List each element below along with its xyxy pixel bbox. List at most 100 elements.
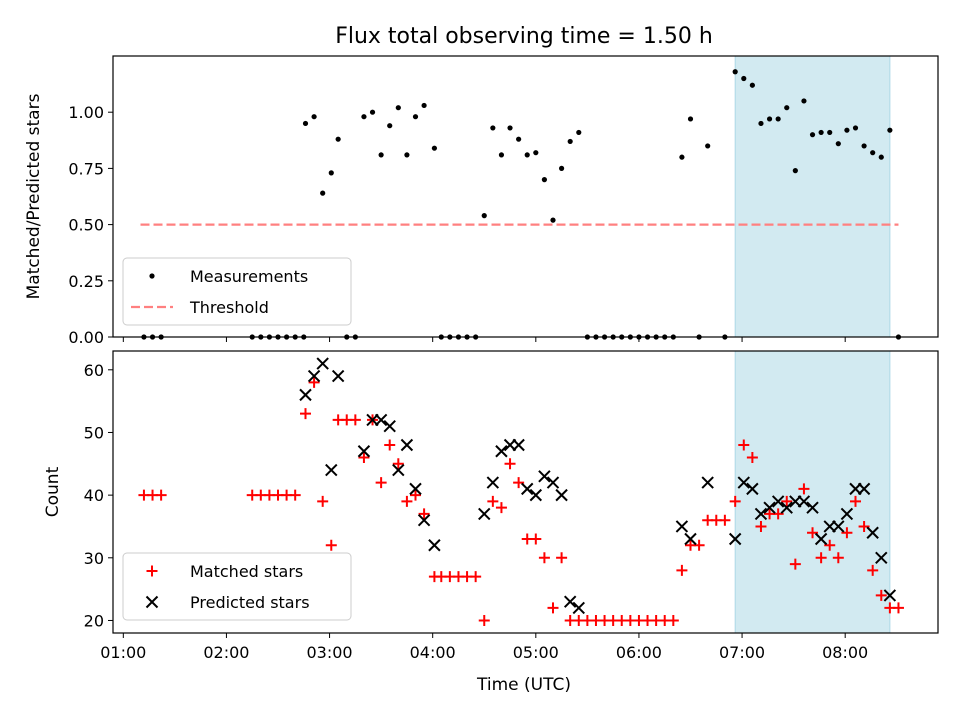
x-tick-label: 07:00 bbox=[719, 643, 765, 662]
y-tick-label: 0.75 bbox=[68, 159, 104, 178]
data-point bbox=[395, 105, 401, 111]
highlight-span bbox=[734, 55, 891, 338]
data-point bbox=[513, 477, 525, 489]
x-tick-label: 01:00 bbox=[100, 643, 146, 662]
x-tick-label: 06:00 bbox=[616, 643, 662, 662]
data-point bbox=[892, 602, 904, 614]
data-point bbox=[675, 520, 689, 533]
count-panel: 20 30 40 50 60 01:00 02:00 03:00 04:00 05:00 06:00… bbox=[43, 350, 939, 662]
y-tick-label: 0.50 bbox=[68, 216, 104, 235]
data-point bbox=[349, 414, 361, 426]
data-point bbox=[521, 482, 534, 496]
data-point bbox=[771, 495, 785, 508]
data-point bbox=[572, 601, 585, 615]
series-predicted-stars bbox=[299, 357, 897, 615]
data-point bbox=[325, 539, 337, 551]
data-point bbox=[857, 482, 871, 496]
y-tick-label: 0.25 bbox=[68, 272, 104, 291]
data-point bbox=[737, 476, 750, 489]
data-point bbox=[772, 508, 784, 520]
data-point bbox=[300, 408, 311, 420]
data-point bbox=[155, 489, 167, 501]
data-point bbox=[431, 145, 438, 151]
data-point bbox=[729, 495, 741, 507]
data-point bbox=[325, 463, 338, 477]
y-tick-label: 20 bbox=[84, 611, 104, 630]
data-point bbox=[741, 75, 747, 82]
data-point bbox=[806, 501, 819, 514]
data-point bbox=[302, 120, 309, 127]
data-point bbox=[875, 589, 887, 601]
x-tick-label: 03:00 bbox=[307, 643, 353, 662]
data-point bbox=[858, 520, 870, 532]
data-point bbox=[320, 190, 326, 196]
data-point bbox=[361, 114, 367, 120]
data-point bbox=[470, 571, 482, 583]
legend-swatch bbox=[145, 595, 159, 609]
highlight-span bbox=[734, 350, 891, 634]
legend: Matched stars Predicted stars bbox=[122, 552, 352, 621]
legend-swatch bbox=[146, 565, 158, 577]
data-point bbox=[404, 152, 410, 158]
data-point bbox=[789, 558, 801, 570]
data-point bbox=[784, 105, 790, 111]
axes-frame bbox=[112, 55, 939, 338]
x-tick-label: 08:00 bbox=[822, 643, 868, 662]
data-point bbox=[832, 520, 845, 533]
data-point bbox=[417, 513, 431, 527]
data-point bbox=[421, 102, 427, 109]
data-point bbox=[852, 125, 859, 131]
data-point bbox=[357, 445, 371, 458]
data-point bbox=[512, 438, 525, 452]
x-tick-label: 02:00 bbox=[203, 643, 249, 662]
data-point bbox=[798, 483, 810, 495]
data-point bbox=[676, 564, 688, 576]
data-point bbox=[289, 489, 301, 501]
data-point bbox=[555, 488, 568, 502]
data-point bbox=[507, 125, 513, 131]
data-point bbox=[746, 482, 759, 496]
y-tick-label: 50 bbox=[84, 423, 104, 442]
data-point bbox=[835, 141, 841, 147]
data-point bbox=[567, 138, 573, 145]
data-point bbox=[815, 552, 827, 564]
data-point bbox=[827, 129, 833, 136]
data-point bbox=[809, 132, 816, 138]
data-point bbox=[824, 539, 836, 551]
data-point bbox=[504, 458, 516, 470]
data-point bbox=[538, 552, 550, 564]
data-point bbox=[490, 125, 496, 131]
legend-label: Predicted stars bbox=[190, 593, 310, 612]
data-point bbox=[684, 532, 697, 546]
data-point bbox=[311, 114, 317, 120]
data-point bbox=[780, 501, 793, 514]
data-point bbox=[766, 116, 773, 122]
data-point bbox=[378, 152, 384, 158]
data-point bbox=[807, 527, 819, 539]
data-point bbox=[797, 495, 811, 508]
data-point bbox=[841, 527, 853, 539]
data-point bbox=[870, 150, 876, 156]
data-point bbox=[781, 495, 793, 507]
data-point bbox=[387, 123, 393, 129]
data-point bbox=[316, 357, 329, 370]
data-point bbox=[861, 143, 867, 149]
data-point bbox=[749, 82, 755, 88]
data-point bbox=[328, 170, 334, 176]
legend-box bbox=[122, 552, 352, 621]
data-point bbox=[481, 213, 487, 219]
data-point bbox=[498, 152, 505, 158]
data-point bbox=[732, 69, 738, 75]
data-point bbox=[754, 507, 768, 521]
data-point bbox=[529, 488, 543, 502]
legend-entry-predicted-stars: Predicted stars bbox=[145, 593, 310, 612]
data-point bbox=[866, 526, 879, 539]
data-point bbox=[832, 552, 844, 564]
x-tick-label: 04:00 bbox=[410, 643, 456, 662]
data-point bbox=[486, 476, 500, 489]
legend-label: Measurements bbox=[190, 267, 308, 286]
data-point bbox=[307, 369, 321, 383]
data-point bbox=[850, 495, 861, 507]
data-point bbox=[556, 552, 568, 564]
data-point bbox=[478, 614, 490, 626]
